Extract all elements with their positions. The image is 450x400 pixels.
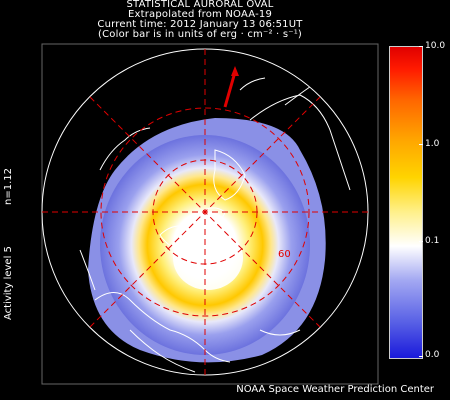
units-note: (Color bar is in units of erg · cm⁻² · s… — [97, 29, 303, 40]
colorbar-tick — [419, 356, 423, 357]
page-title: STATISTICAL AURORAL OVAL — [126, 0, 274, 10]
credit-text: NOAA Space Weather Prediction Center — [236, 384, 434, 395]
colorbar-tick — [419, 144, 423, 145]
lat-lon-grid — [42, 49, 368, 375]
sun-pointer — [223, 66, 239, 108]
colorbar-max-label: 10.0 — [425, 41, 446, 51]
latitude-60-label: 60 — [278, 249, 291, 260]
colorbar-label-01: 0.1 — [425, 236, 440, 246]
title-block: STATISTICAL AURORAL OVAL Extrapolated fr… — [0, 0, 400, 40]
colorbar-label-1: 1.0 — [425, 139, 440, 149]
colorbar-tick — [419, 241, 423, 242]
color-bar — [389, 46, 423, 359]
colorbar-tick — [419, 46, 423, 47]
polar-cap — [173, 226, 243, 290]
colorbar-min-label: 0.0 — [425, 350, 440, 360]
current-time-text: Current time: 2012 January 13 06:51UT — [97, 19, 303, 30]
source-subtitle: Extrapolated from NOAA-19 — [127, 9, 273, 20]
